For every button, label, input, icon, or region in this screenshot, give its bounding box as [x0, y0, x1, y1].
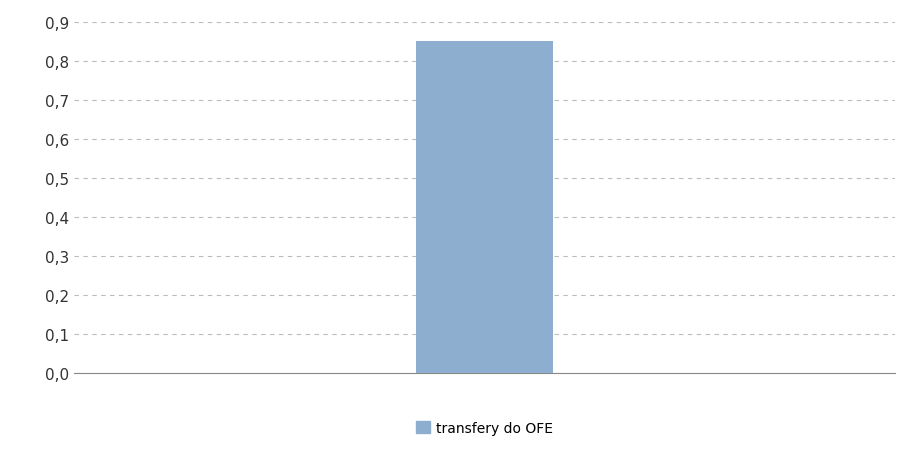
Legend: transfery do OFE: transfery do OFE	[410, 415, 559, 440]
Bar	[416, 42, 553, 373]
